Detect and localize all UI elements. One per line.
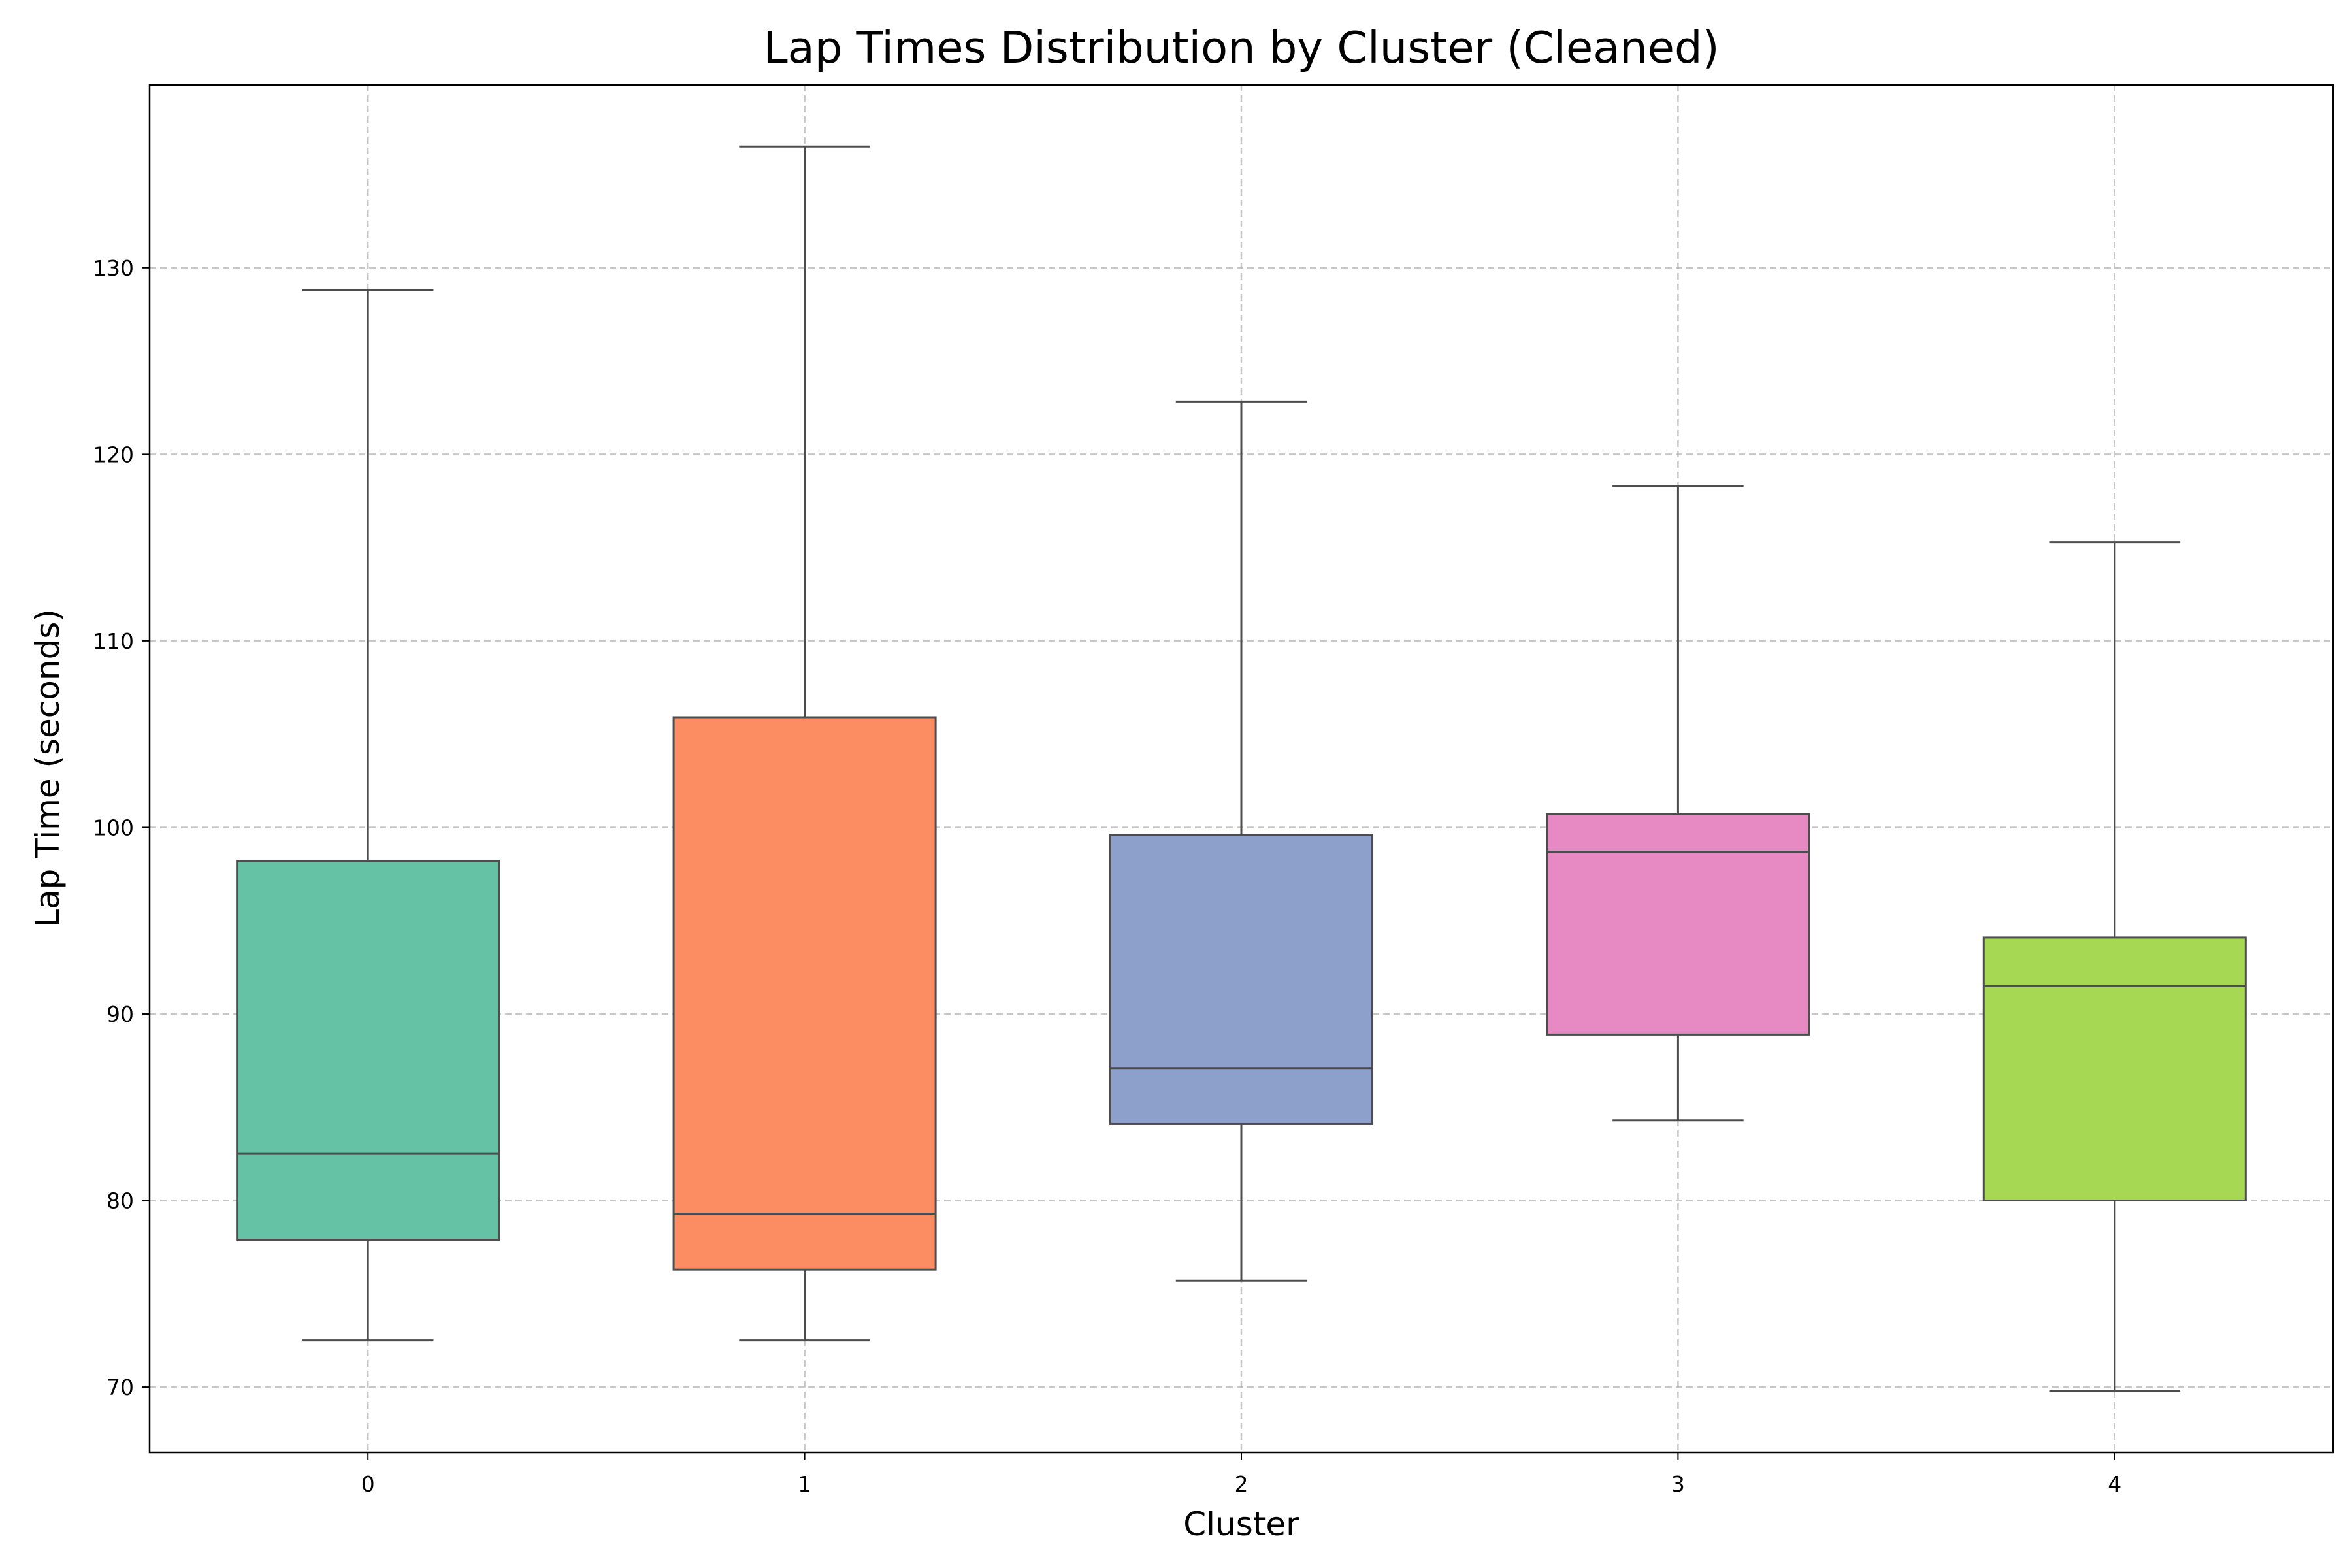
y-tick-label: 70 (106, 1375, 134, 1400)
chart-title: Lap Times Distribution by Cluster (Clean… (763, 22, 1719, 73)
x-axis-label: Cluster (1183, 1505, 1299, 1543)
y-tick-label: 100 (93, 815, 134, 840)
y-tick-label: 130 (93, 255, 134, 281)
iqr-box (1982, 936, 2247, 1202)
x-tick-label: 0 (361, 1471, 375, 1497)
y-tick-label: 80 (106, 1188, 134, 1214)
x-tick-label: 3 (1671, 1471, 1685, 1497)
box-group-cluster-3 (1546, 485, 1810, 1122)
box-group-cluster-2 (1109, 400, 1374, 1282)
ticks-layer: 70 80 90 100 110 120 130 0 1 2 3 4 (93, 255, 2121, 1497)
iqr-box (1546, 813, 1810, 1036)
box-group-cluster-0 (236, 289, 500, 1342)
iqr-box (672, 716, 937, 1271)
y-tick-label: 120 (93, 442, 134, 467)
iqr-box (236, 860, 500, 1241)
y-axis-label: Lap Time (seconds) (29, 609, 67, 928)
iqr-box (1109, 834, 1374, 1125)
x-tick-label: 1 (798, 1471, 811, 1497)
y-tick-label: 110 (93, 629, 134, 654)
box-group-cluster-4 (1982, 541, 2247, 1392)
box-group-cluster-1 (672, 145, 937, 1342)
x-tick-label: 2 (1235, 1471, 1249, 1497)
x-tick-label: 4 (2108, 1471, 2121, 1497)
boxes-layer (236, 145, 2247, 1392)
y-tick-label: 90 (106, 1002, 134, 1027)
